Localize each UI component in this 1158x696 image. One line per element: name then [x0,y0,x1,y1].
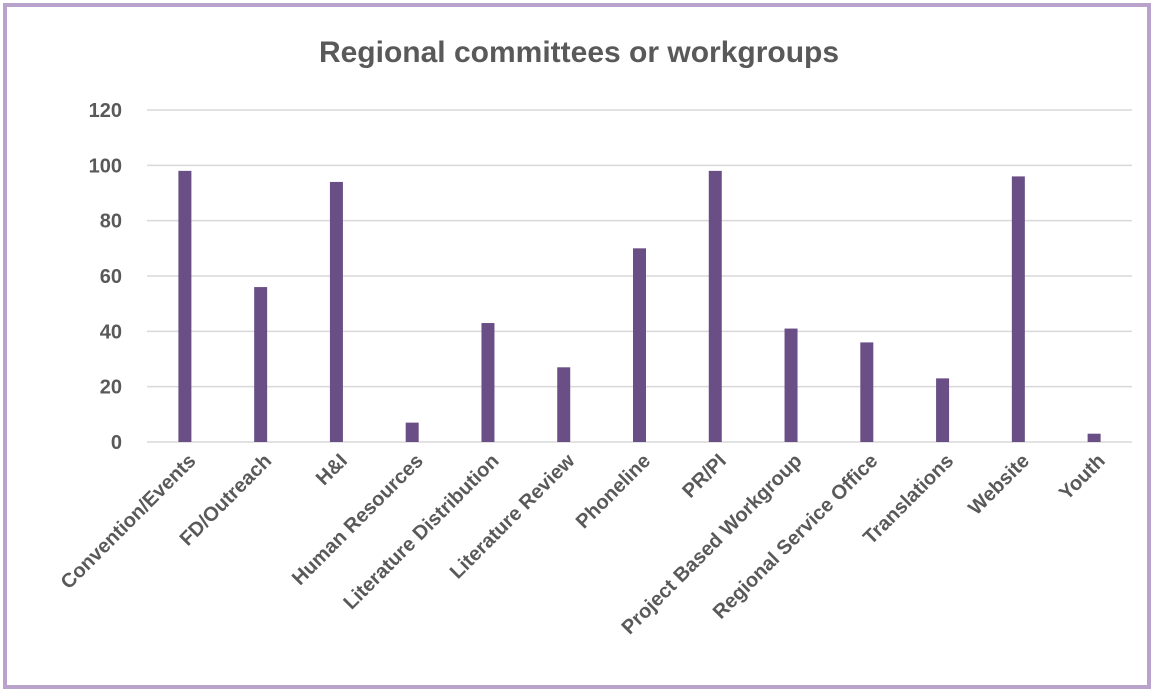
chart-frame [3,3,1151,689]
y-tick-label: 80 [100,211,122,233]
y-tick-label: 40 [100,321,122,343]
x-category-label: Literature Distribution [339,450,503,614]
bar [784,328,798,442]
x-category-label: Youth [1055,450,1110,505]
x-category-label: Convention/Events [57,450,201,594]
chart-title: Regional committees or workgroups [318,36,840,69]
bar [254,287,268,442]
bar [860,342,874,442]
x-category-label: H&I [312,450,352,490]
bar [405,422,419,442]
bar [557,367,571,442]
bar [178,170,192,442]
x-category-label: Literature Review [446,450,580,584]
bar [633,248,646,442]
bar [708,170,722,442]
y-tick-label: 60 [100,266,122,288]
y-tick-label: 100 [89,155,122,177]
x-category-label: Human Resources [288,450,428,590]
x-category-label: Website [964,450,1034,520]
y-tick-label: 0 [111,432,122,454]
bar [1011,176,1025,442]
bar [481,323,495,442]
x-category-label: Phoneline [572,450,655,533]
y-axis-tick-labels: 0 20 40 60 80 100 120 [89,100,122,454]
x-category-label: PR/PI [678,450,731,503]
bar [1087,433,1101,442]
y-tick-label: 120 [89,100,122,122]
y-tick-label: 20 [100,377,122,399]
bar [329,181,343,442]
bars [178,170,1101,442]
bar [936,378,950,442]
